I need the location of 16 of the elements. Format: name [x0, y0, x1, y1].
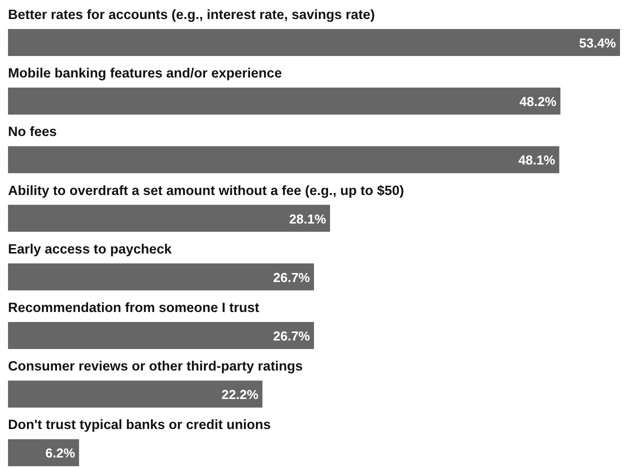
data-label: 28.1%	[289, 211, 326, 226]
y-tick-label: Don't trust typical banks or credit unions	[8, 417, 271, 432]
y-tick-label: Better rates for accounts (e.g., interest rate, savings rate)	[8, 7, 375, 22]
data-label: 26.7%	[273, 270, 310, 285]
data-label: 48.1%	[518, 152, 556, 168]
y-tick-label: Ability to overdraft a set amount without a fee (e.g., up to $50)	[8, 182, 404, 198]
y-tick-label: Consumer reviews or other third-party ratings	[8, 358, 303, 374]
y-tick-label: Recommendation from someone I trust	[8, 300, 260, 315]
y-tick-label: No fees	[8, 124, 57, 140]
y-tick-label: Early access to paycheck	[8, 241, 172, 256]
data-label: 26.7%	[273, 328, 310, 344]
data-label: 48.2%	[520, 94, 557, 110]
data-label: 22.2%	[222, 387, 259, 402]
y-tick-label: Mobile banking features and/or experience	[8, 66, 282, 81]
data-label: 6.2%	[45, 446, 76, 461]
data-label: 53.4%	[579, 36, 616, 50]
